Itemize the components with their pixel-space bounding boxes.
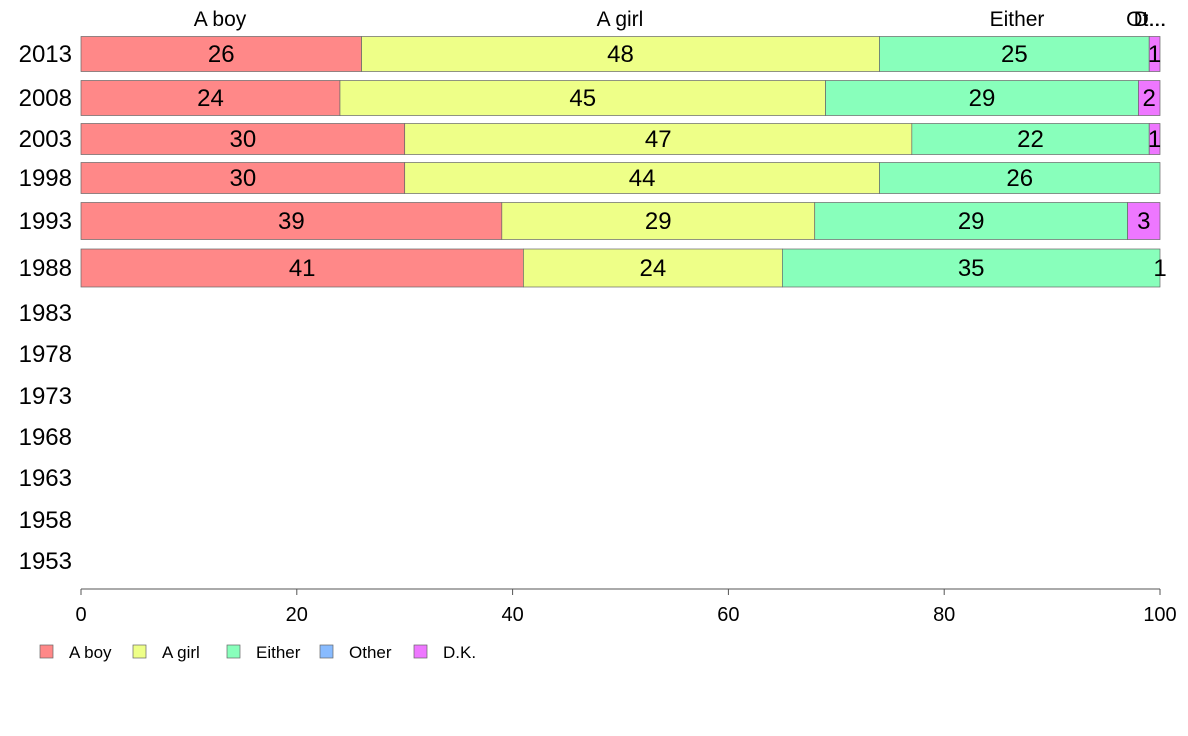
x-tick-100: 100: [1143, 604, 1176, 626]
x-tick-80: 80: [933, 604, 955, 626]
column-header-2: A girl: [597, 8, 644, 31]
bar-a-girl-2003: [404, 123, 913, 155]
legend-label-d-k: D.K.: [443, 643, 476, 662]
bars: [80, 36, 1161, 288]
legend-swatch-either: [226, 644, 241, 659]
legend-label-either: Either: [256, 643, 301, 662]
bar-either-1993: [814, 202, 1128, 240]
label-d-k-2008: 2: [1143, 85, 1156, 112]
y-tick-2013: 2013: [19, 41, 72, 68]
y-tick-1993: 1993: [19, 208, 72, 235]
label-a-boy-1993: 39: [278, 208, 305, 235]
bar-a-girl-1988: [523, 248, 783, 288]
label-d-k-2013: 1: [1148, 41, 1161, 68]
y-tick-1988: 1988: [19, 255, 72, 282]
x-tick-60: 60: [717, 604, 739, 626]
label-a-girl-2013: 48: [607, 41, 634, 68]
label-a-girl-1998: 44: [629, 165, 656, 192]
bar-a-boy-2003: [80, 123, 406, 155]
y-axis-ticks: 2013 2008 2003 1998 1993 1988 1983 1978 1973 1968…: [19, 41, 72, 575]
y-tick-1963: 1963: [19, 465, 72, 492]
label-a-girl-2008: 45: [569, 85, 596, 112]
label-a-girl-2003: 47: [645, 126, 672, 153]
bar-d-k-2008: [1138, 80, 1161, 116]
label-d-k-1988: 1: [1153, 255, 1166, 282]
label-a-boy-2013: 26: [208, 41, 235, 68]
x-tick-0: 0: [75, 604, 86, 626]
bar-d-k-2013: [1148, 36, 1161, 72]
y-tick-1978: 1978: [19, 341, 72, 368]
legend-swatch-a-girl: [132, 644, 147, 659]
label-either-1993: 29: [958, 208, 985, 235]
bar-a-girl-2013: [361, 36, 880, 72]
y-tick-1953: 1953: [19, 548, 72, 575]
label-a-girl-1993: 29: [645, 208, 672, 235]
legend-swatch-a-boy: [39, 644, 54, 659]
bar-a-boy-1993: [80, 202, 503, 240]
bar-a-boy-1988: [80, 248, 524, 288]
label-a-boy-2008: 24: [197, 85, 224, 112]
bar-either-1988: [781, 248, 1161, 288]
column-header-3: Either: [990, 8, 1045, 31]
bar-either-1998: [879, 162, 1161, 194]
label-either-2008: 29: [969, 85, 996, 112]
bar-a-girl-2008: [339, 80, 826, 116]
bar-a-girl-1998: [404, 162, 880, 194]
column-headers: A boy A girl Either Ot...D...: [194, 8, 1167, 31]
label-either-2013: 25: [1001, 41, 1028, 68]
bar-either-2008: [825, 80, 1139, 116]
y-tick-1998: 1998: [19, 165, 72, 192]
bar-a-girl-1993: [501, 202, 816, 240]
y-tick-2003: 2003: [19, 126, 72, 153]
legend: A boy A girl Either Other D.K.: [39, 643, 476, 662]
x-tick-20: 20: [286, 604, 308, 626]
y-tick-1968: 1968: [19, 424, 72, 451]
y-tick-2008: 2008: [19, 85, 72, 112]
legend-label-a-girl: A girl: [162, 643, 200, 662]
x-axis: 0 20 40 60 80 100: [75, 588, 1177, 626]
column-header-4: Ot...: [1126, 8, 1166, 31]
x-tick-40: 40: [501, 604, 523, 626]
label-either-1988: 35: [958, 255, 985, 282]
bar-d-k-2003: [1148, 123, 1161, 155]
y-tick-1983: 1983: [19, 300, 72, 327]
label-a-boy-1998: 30: [229, 165, 256, 192]
legend-swatch-d-k: [413, 644, 428, 659]
label-either-1998: 26: [1006, 165, 1033, 192]
bar-either-2003: [911, 123, 1150, 155]
legend-swatch-other: [319, 644, 334, 659]
label-a-boy-2003: 30: [229, 126, 256, 153]
column-header-1: A boy: [194, 8, 247, 31]
label-d-k-1993: 3: [1137, 208, 1150, 235]
y-tick-1958: 1958: [19, 507, 72, 534]
label-a-girl-1988: 24: [640, 255, 667, 282]
legend-label-other: Other: [349, 643, 392, 662]
y-tick-1973: 1973: [19, 383, 72, 410]
label-either-2003: 22: [1017, 126, 1044, 153]
bar-d-k-1993: [1127, 202, 1161, 240]
legend-label-a-boy: A boy: [69, 643, 112, 662]
label-a-boy-1988: 41: [289, 255, 316, 282]
bar-a-boy-2008: [80, 80, 341, 116]
column-header-5: D...: [1134, 8, 1167, 31]
segment-labels: 26 48 25 1 24 45 29 2 30 47 22 1 30 44 26 39 29 29 3 41 24 35…: [197, 41, 1167, 282]
label-d-k-2003: 1: [1148, 126, 1161, 153]
